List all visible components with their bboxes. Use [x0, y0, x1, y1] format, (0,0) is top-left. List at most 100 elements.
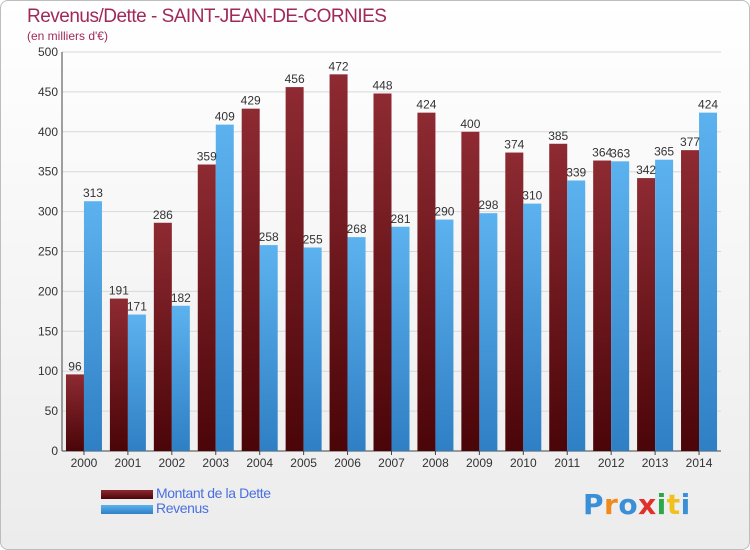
data-label-revenue: 310 — [522, 189, 542, 203]
x-tick-label: 2003 — [202, 456, 229, 470]
data-label-debt: 96 — [68, 359, 82, 373]
y-tick-label: 450 — [38, 85, 58, 99]
logo-letter: o — [618, 488, 639, 521]
proxiti-logo: Proxiti — [583, 488, 691, 521]
bar-revenue — [699, 112, 718, 451]
data-label-revenue: 258 — [259, 230, 279, 244]
legend-label-debt: Montant de la Dette — [156, 485, 271, 501]
bar-revenue — [435, 219, 454, 451]
bar-revenue — [523, 203, 542, 451]
data-labels: 96 191 286 359 429 456 472 448 424 400 374 385 364 34… — [68, 59, 718, 373]
x-tick-label: 2013 — [642, 456, 669, 470]
data-label-revenue: 298 — [478, 198, 498, 212]
data-label-debt: 400 — [460, 117, 480, 131]
data-label-debt: 364 — [592, 146, 612, 160]
bar-debt — [153, 222, 172, 451]
bar-debt — [593, 160, 612, 451]
y-tick-label: 350 — [38, 165, 58, 179]
bar-debt — [549, 143, 568, 451]
logo-letter: r — [604, 488, 619, 521]
bar-debt — [109, 298, 128, 451]
data-label-revenue: 313 — [83, 186, 103, 200]
bar-debt — [461, 131, 480, 452]
bar-revenue — [215, 124, 234, 452]
bar-debt — [373, 93, 392, 451]
y-tick-label: 250 — [38, 245, 58, 259]
data-label-debt: 424 — [416, 98, 436, 112]
x-tick-label: 2007 — [378, 456, 405, 470]
data-label-revenue: 409 — [215, 110, 235, 124]
x-tick-label: 2009 — [466, 456, 493, 470]
data-label-debt: 377 — [680, 135, 700, 149]
y-tick-label: 150 — [38, 324, 58, 338]
x-tick-label: 2004 — [246, 456, 273, 470]
data-label-debt: 191 — [109, 284, 129, 298]
x-tick-label: 2014 — [686, 456, 713, 470]
bar-revenue — [259, 245, 278, 451]
data-label-debt: 342 — [636, 163, 656, 177]
bar-debt — [65, 374, 84, 451]
bar-debt — [241, 108, 260, 452]
bar-revenue — [567, 180, 586, 451]
chart-title: Revenus/Dette - SAINT-JEAN-DE-CORNIES — [27, 6, 387, 27]
data-label-revenue: 339 — [566, 165, 586, 179]
y-tick-label: 500 — [38, 45, 58, 59]
bar-debt — [681, 150, 700, 452]
bar-revenue — [127, 314, 146, 451]
chart-subtitle: (en milliers d'€) — [27, 29, 108, 43]
y-tick-label: 50 — [45, 404, 59, 418]
data-label-revenue: 268 — [347, 222, 367, 236]
y-tick-label: 0 — [51, 444, 58, 458]
data-label-debt: 456 — [285, 72, 305, 86]
x-tick-label: 2010 — [510, 456, 537, 470]
logo-letter: x — [638, 488, 657, 521]
data-label-revenue: 182 — [171, 291, 191, 305]
bars — [65, 74, 718, 452]
y-tick-label: 400 — [38, 125, 58, 139]
bar-debt — [329, 74, 348, 452]
data-label-debt: 286 — [153, 208, 173, 222]
data-label-debt: 472 — [329, 59, 349, 73]
x-tick-label: 2008 — [422, 456, 449, 470]
data-label-debt: 385 — [548, 129, 568, 143]
x-tick-label: 2000 — [71, 456, 98, 470]
logo-letter: i — [656, 488, 667, 521]
legend-label-revenue: Revenus — [156, 500, 209, 516]
data-label-debt: 448 — [372, 78, 392, 92]
bar-revenue — [171, 305, 190, 451]
data-label-revenue: 171 — [127, 300, 147, 314]
x-tick-label: 2012 — [598, 456, 625, 470]
x-tick-label: 2001 — [115, 456, 142, 470]
x-tick-label: 2006 — [334, 456, 361, 470]
data-label-debt: 374 — [504, 138, 524, 152]
legend-swatch-revenue — [101, 505, 153, 514]
bar-debt — [637, 178, 656, 452]
y-tick-label: 200 — [38, 284, 58, 298]
bar-revenue — [303, 247, 322, 451]
data-label-revenue: 424 — [698, 98, 718, 112]
bar-revenue — [347, 237, 366, 451]
data-label-revenue: 255 — [303, 233, 323, 247]
data-label-debt: 359 — [197, 150, 217, 164]
logo-letter: i — [680, 488, 691, 521]
data-label-revenue: 363 — [610, 146, 630, 160]
y-tick-label: 300 — [38, 205, 58, 219]
bar-revenue — [391, 226, 410, 451]
x-tick-label: 2005 — [290, 456, 317, 470]
data-label-revenue: 290 — [434, 205, 454, 219]
bar-debt — [505, 152, 524, 451]
bar-revenue — [83, 201, 102, 451]
logo-letter: P — [583, 488, 605, 521]
data-label-revenue: 365 — [654, 145, 674, 159]
axes: 0 50 100 150 200 250 300 350 400 450 500 2000 2001 20… — [38, 45, 721, 470]
legend-swatch-debt — [101, 490, 153, 499]
data-label-revenue: 281 — [390, 212, 410, 226]
bar-revenue — [655, 159, 674, 452]
bar-revenue — [479, 213, 498, 451]
logo-letter: t — [666, 488, 681, 521]
bar-debt — [285, 87, 304, 451]
y-tick-label: 100 — [38, 364, 58, 378]
bar-debt — [197, 164, 216, 451]
